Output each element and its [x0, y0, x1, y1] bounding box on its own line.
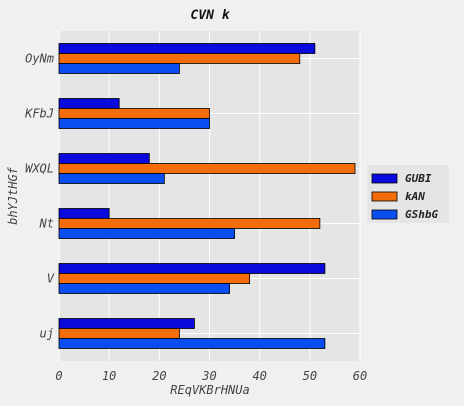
- legend: GUBI kAN GShbG: [367, 165, 449, 223]
- y-tick-label: Nt: [39, 217, 54, 231]
- bar: [58, 228, 235, 239]
- y-tick-label: uj: [40, 327, 54, 341]
- bar: [58, 273, 251, 284]
- x-tick-label: 0: [55, 369, 62, 383]
- bar: [58, 43, 316, 54]
- y-tick-label: V: [47, 272, 55, 286]
- bar: [58, 218, 321, 229]
- y-tick-label: KFbJ: [24, 107, 54, 121]
- legend-label: GShbG: [405, 208, 438, 221]
- bar: [58, 338, 326, 349]
- legend-swatch: [371, 191, 398, 202]
- x-tick-label: 10: [102, 369, 116, 383]
- legend-items: GUBI kAN GShbG: [371, 172, 438, 221]
- legend-label: GUBI: [405, 172, 432, 185]
- chart-title: CVN k: [190, 8, 230, 23]
- legend-swatch: [371, 209, 398, 220]
- y-axis-label: bhYJtHGf: [6, 166, 20, 225]
- legend-label: kAN: [405, 190, 425, 203]
- bar: [58, 98, 120, 109]
- legend-swatch: [371, 173, 398, 184]
- x-axis-label: REqVKBrHNUa: [170, 383, 249, 397]
- bar: [58, 53, 301, 64]
- x-tick-label: 50: [303, 369, 317, 383]
- y-tick-label: WXQL: [25, 162, 54, 176]
- x-tick-label: 60: [353, 369, 367, 383]
- x-tick-labels: 0 10 20 30 40 50 60: [55, 369, 367, 383]
- bar: [58, 118, 210, 129]
- x-tick-label: 40: [252, 369, 266, 383]
- bar: [58, 263, 326, 274]
- x-tick-label: 30: [201, 369, 216, 383]
- bar: [58, 208, 110, 219]
- x-tick-label: 20: [152, 369, 166, 383]
- y-tick-label: OyNm: [25, 52, 54, 66]
- bar: [58, 318, 195, 329]
- bar: [58, 283, 230, 294]
- bar: [58, 63, 180, 74]
- bar: [58, 153, 150, 164]
- bars: [58, 43, 356, 349]
- y-tick-labels: uj V Nt WXQL KFbJ OyNm: [24, 52, 55, 341]
- bar: [58, 328, 180, 339]
- bar: [58, 173, 165, 184]
- bar: [58, 108, 210, 119]
- bar: [58, 163, 356, 174]
